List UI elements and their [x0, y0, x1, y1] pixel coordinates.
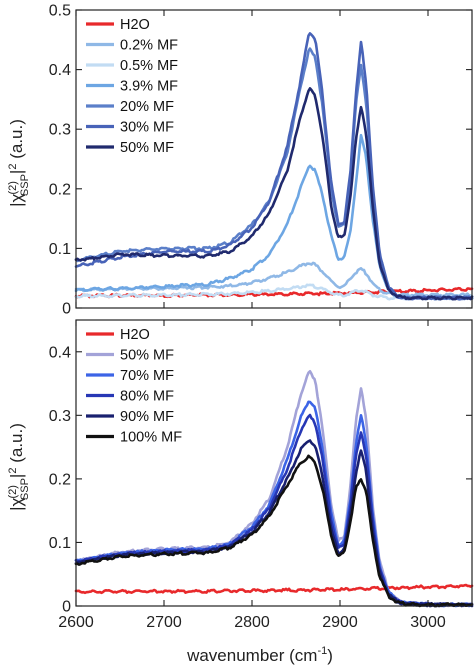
legend-label: 0.5% MF	[120, 58, 178, 74]
x-tick-label: 3000	[410, 614, 446, 631]
y-label-superscript: 2	[7, 164, 19, 170]
y-tick-label: 0.3	[49, 408, 71, 425]
series-line	[74, 583, 474, 595]
x-label-text: wavenumber (cm	[186, 646, 317, 665]
y-tick-label: 0	[62, 599, 71, 616]
legend-label: 50% MF	[120, 348, 174, 364]
series-line	[74, 370, 474, 608]
y-tick-label: 0.1	[49, 535, 71, 552]
y-label-text: |	[7, 170, 26, 174]
y-label-subscript: SSP	[19, 174, 31, 196]
x-label-superscript: -1	[317, 645, 327, 657]
legend-label: 30% MF	[120, 120, 174, 136]
legend: H2O 0.2% MF 0.5% MF 3.9% MF 20% MF 30% MF 50% …	[86, 17, 178, 156]
legend-label: 0.2% MF	[120, 38, 178, 54]
x-tick-label: 2900	[322, 614, 358, 631]
y-label-superscript: (2)	[7, 485, 19, 498]
x-tick-label: 2600	[58, 614, 94, 631]
x-axis-label: wavenumber (cm-1)	[186, 645, 333, 665]
legend-label: 50% MF	[120, 140, 174, 156]
y-tick-label: 0.1	[49, 241, 71, 258]
series-line	[74, 439, 474, 608]
y-tick-label: 0.4	[49, 344, 71, 361]
legend-label: 3.9% MF	[120, 79, 178, 95]
legend-label: 90% MF	[120, 409, 174, 425]
legend-label: 20% MF	[120, 99, 174, 115]
plot-frame	[75, 319, 473, 607]
x-label-text: )	[327, 646, 333, 665]
y-label-text: |χ	[7, 193, 26, 206]
y-label-subscript: SSP	[19, 478, 31, 500]
legend-label: H2O	[120, 17, 150, 33]
series-line	[74, 261, 474, 298]
y-tick-label: 0.4	[49, 62, 71, 79]
y-label-text: (a.u.)	[7, 423, 26, 467]
series-line	[74, 454, 474, 608]
y-label-text: |χ	[7, 497, 26, 510]
legend: H2O 50% MF 70% MF 80% MF 90% MF 100% MF	[86, 327, 182, 446]
y-label-text: |	[7, 474, 26, 478]
series-line	[74, 87, 474, 301]
plot-frame	[75, 9, 473, 309]
legend-label: 100% MF	[120, 430, 182, 446]
chart-panel-top: 0 0.1 0.2 0.3 0.4 0.5 |χ(2)SSP|2 (a.u.) H2O 0.2%…	[7, 3, 474, 318]
y-label-superscript: 2	[7, 468, 19, 474]
y-tick-label: 0.2	[49, 471, 71, 488]
y-label-superscript: (2)	[7, 181, 19, 194]
x-tick-label: 2800	[234, 614, 270, 631]
y-tick-label: 0.5	[49, 3, 71, 20]
legend-label: 80% MF	[120, 389, 174, 405]
y-tick-label: 0	[62, 301, 71, 318]
y-tick-label: 0.3	[49, 122, 71, 139]
y-tick-label: 0.2	[49, 181, 71, 198]
legend-label: H2O	[120, 327, 150, 343]
y-axis-label: |χ(2)SSP|2 (a.u.)	[7, 119, 31, 207]
y-label-text: (a.u.)	[7, 119, 26, 163]
chart-panel-bottom: 0 0.1 0.2 0.3 0.4 2600 2700 2800 2900 3000 |χ(2)SS…	[7, 319, 474, 665]
legend-label: 70% MF	[120, 368, 174, 384]
x-tick-label: 2700	[146, 614, 182, 631]
y-axis-label: |χ(2)SSP|2 (a.u.)	[7, 423, 31, 511]
